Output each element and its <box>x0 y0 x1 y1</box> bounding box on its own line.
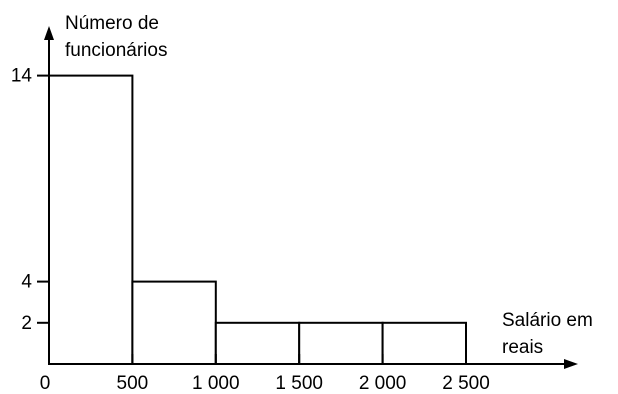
x-axis-arrow <box>564 359 578 369</box>
bar-2000-2500 <box>381 321 468 365</box>
axes-group <box>44 26 578 369</box>
x-tick-label-2500: 2 500 <box>442 373 490 394</box>
x-tick-label-1500: 1 500 <box>275 373 323 394</box>
y-axis-arrow <box>44 26 54 40</box>
y-axis-title-line-2: funcionários <box>65 40 167 61</box>
y-tick-label-4: 4 <box>21 272 32 293</box>
y-tick-label-14: 14 <box>11 66 33 87</box>
bar-500-1000 <box>131 280 217 366</box>
x-origin-label: 0 <box>40 373 51 394</box>
bars-group <box>48 74 468 366</box>
x-axis-title-line-2: reais <box>502 337 543 358</box>
labels-group: Número de funcionários Salário em reais … <box>40 13 593 394</box>
y-tick-label-2: 2 <box>21 313 32 334</box>
bar-1000-1500 <box>214 321 301 365</box>
x-tick-label-500: 500 <box>117 373 149 394</box>
ticks-group: 2 4 14 500 1 000 1 500 2 000 2 500 <box>11 66 490 394</box>
x-tick-label-1000: 1 000 <box>192 373 240 394</box>
x-axis-title-line-1: Salário em <box>502 310 593 331</box>
x-tick-label-2000: 2 000 <box>359 373 407 394</box>
bar-0-500 <box>48 74 134 365</box>
y-axis-title-line-1: Número de <box>65 13 159 34</box>
bar-1500-2000 <box>298 321 384 365</box>
